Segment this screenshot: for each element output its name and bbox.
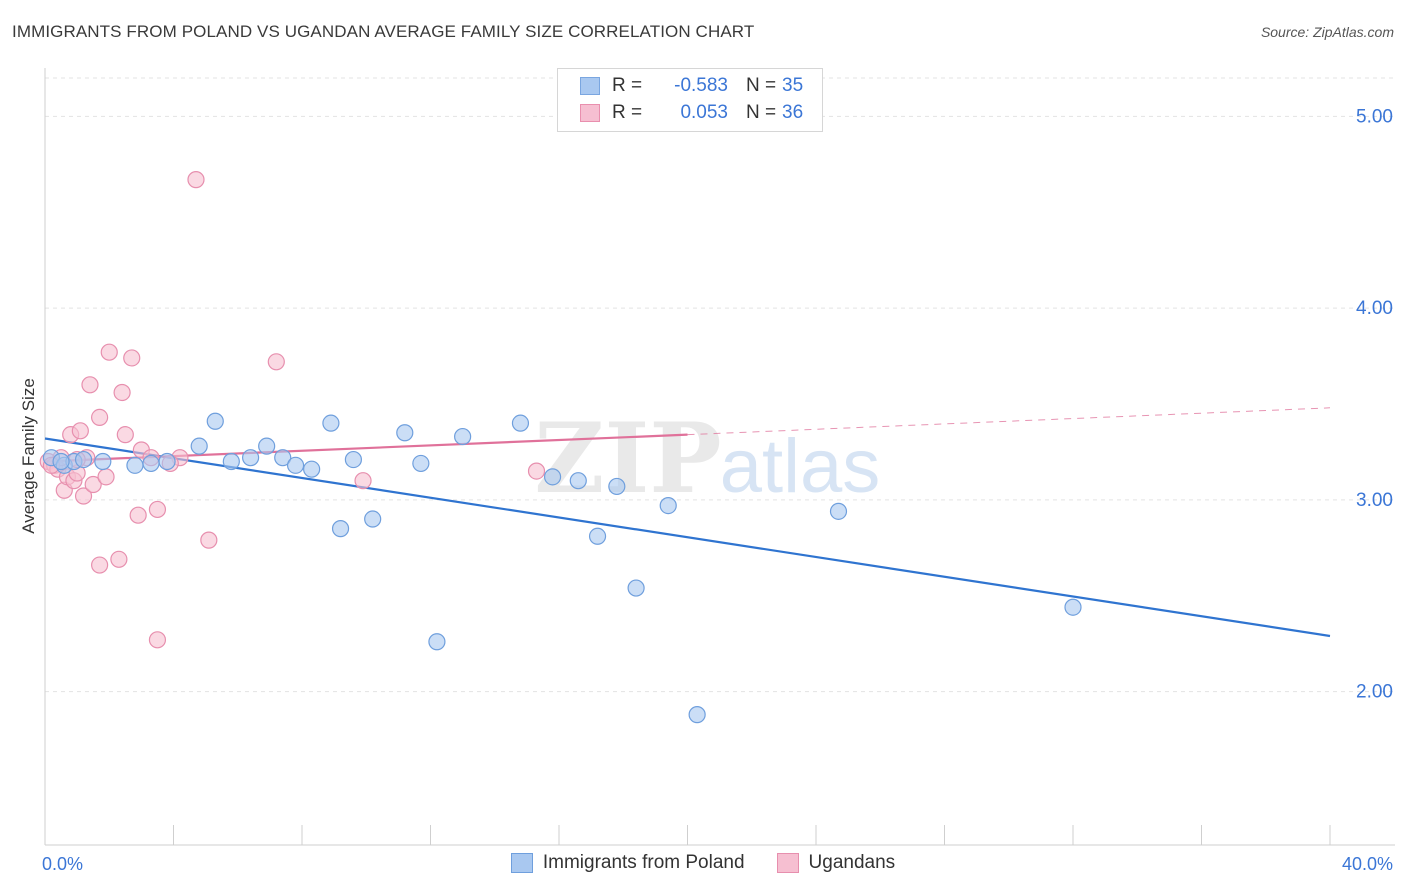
- legend-n-label: N =: [746, 75, 777, 96]
- y-tick-label: 5.00: [1356, 106, 1393, 127]
- grid-lines: [45, 77, 1395, 693]
- data-point: [829, 502, 848, 520]
- data-point: [71, 422, 89, 440]
- y-tick-label: 2.00: [1356, 682, 1393, 703]
- data-point: [116, 426, 134, 444]
- legend-swatch-poland: [580, 77, 600, 95]
- data-point: [190, 437, 208, 455]
- legend-n-value: 35: [782, 75, 804, 96]
- data-point: [100, 343, 118, 361]
- data-point: [91, 408, 109, 426]
- data-point: [123, 349, 141, 367]
- data-point: [148, 500, 167, 519]
- trend-line-solid: [44, 437, 1331, 638]
- data-point: [659, 497, 677, 515]
- legend-r-label: R =: [612, 102, 643, 123]
- series-swatch-ugandans: [776, 853, 799, 873]
- legend-row-poland: R = -0.583 N = 35: [580, 73, 803, 99]
- data-point: [158, 452, 176, 471]
- data-point: [81, 376, 99, 394]
- data-point: [74, 487, 93, 505]
- chart-title: IMMIGRANTS FROM POLAND VS UGANDAN AVERAG…: [12, 22, 755, 41]
- legend-row-ugandans: R = 0.053 N = 36: [580, 100, 803, 126]
- legend-r-value: 0.053: [680, 102, 728, 123]
- data-point: [84, 475, 102, 494]
- data-point: [52, 452, 70, 471]
- data-point: [242, 449, 260, 467]
- data-point: [569, 472, 587, 490]
- chart-source: Source: ZipAtlas.com: [1260, 24, 1394, 40]
- data-point: [286, 456, 305, 474]
- data-point: [303, 460, 321, 478]
- data-point: [148, 631, 167, 649]
- legend-swatch-ugandans: [580, 104, 600, 122]
- legend-r-value: -0.583: [674, 75, 728, 96]
- data-points: [39, 171, 1082, 724]
- data-point: [428, 633, 446, 651]
- data-point: [1064, 598, 1082, 616]
- data-point: [110, 550, 128, 568]
- data-point: [543, 468, 562, 486]
- trend-line-dashed: [687, 407, 1331, 436]
- series-label-poland: Immigrants from Poland: [542, 852, 745, 873]
- series-legend-poland[interactable]: Immigrants from Poland: [510, 852, 745, 874]
- data-point: [126, 456, 144, 474]
- data-point: [627, 579, 645, 597]
- series-label-ugandans: Ugandans: [808, 852, 896, 873]
- data-point: [206, 412, 224, 430]
- legend-r-label: R =: [612, 75, 643, 96]
- x-tick-label: 40.0%: [1342, 854, 1393, 874]
- data-point: [322, 414, 340, 432]
- watermark-zip: ZIP: [534, 402, 721, 515]
- data-point: [354, 472, 372, 490]
- data-point: [412, 454, 430, 473]
- data-point: [74, 450, 93, 469]
- data-point: [344, 450, 362, 469]
- y-tick-label: 4.00: [1356, 298, 1393, 319]
- data-point: [97, 468, 115, 486]
- data-point: [396, 424, 414, 442]
- data-point: [200, 531, 218, 549]
- legend-n-label: N =: [746, 102, 777, 123]
- data-point: [527, 462, 546, 480]
- data-point: [187, 171, 205, 189]
- data-point: [588, 527, 607, 545]
- data-point: [129, 506, 147, 524]
- data-point: [94, 452, 112, 471]
- data-point: [511, 414, 530, 432]
- data-point: [274, 449, 292, 467]
- y-axis-label: Average Family Size: [19, 378, 38, 534]
- data-point: [113, 383, 131, 402]
- data-point: [142, 454, 160, 473]
- watermark: ZIP atlas: [534, 402, 880, 515]
- data-point: [331, 520, 350, 538]
- data-point: [364, 510, 382, 528]
- data-point: [608, 477, 626, 496]
- data-point: [222, 452, 240, 471]
- series-legend: Immigrants from Poland Ugandans: [0, 852, 1406, 874]
- series-legend-ugandans[interactable]: Ugandans: [776, 852, 896, 874]
- data-point: [267, 353, 285, 371]
- watermark-atlas: atlas: [720, 424, 881, 509]
- y-tick-label: 3.00: [1356, 490, 1393, 511]
- correlation-legend: R = -0.583 N = 35 R = 0.053 N = 36: [557, 68, 823, 132]
- data-point: [258, 437, 276, 455]
- series-swatch-poland: [510, 853, 533, 873]
- data-point: [91, 556, 109, 574]
- legend-n-value: 36: [782, 102, 804, 123]
- x-tick-label: 0.0%: [42, 854, 83, 874]
- data-point: [454, 427, 472, 446]
- data-point: [688, 706, 706, 724]
